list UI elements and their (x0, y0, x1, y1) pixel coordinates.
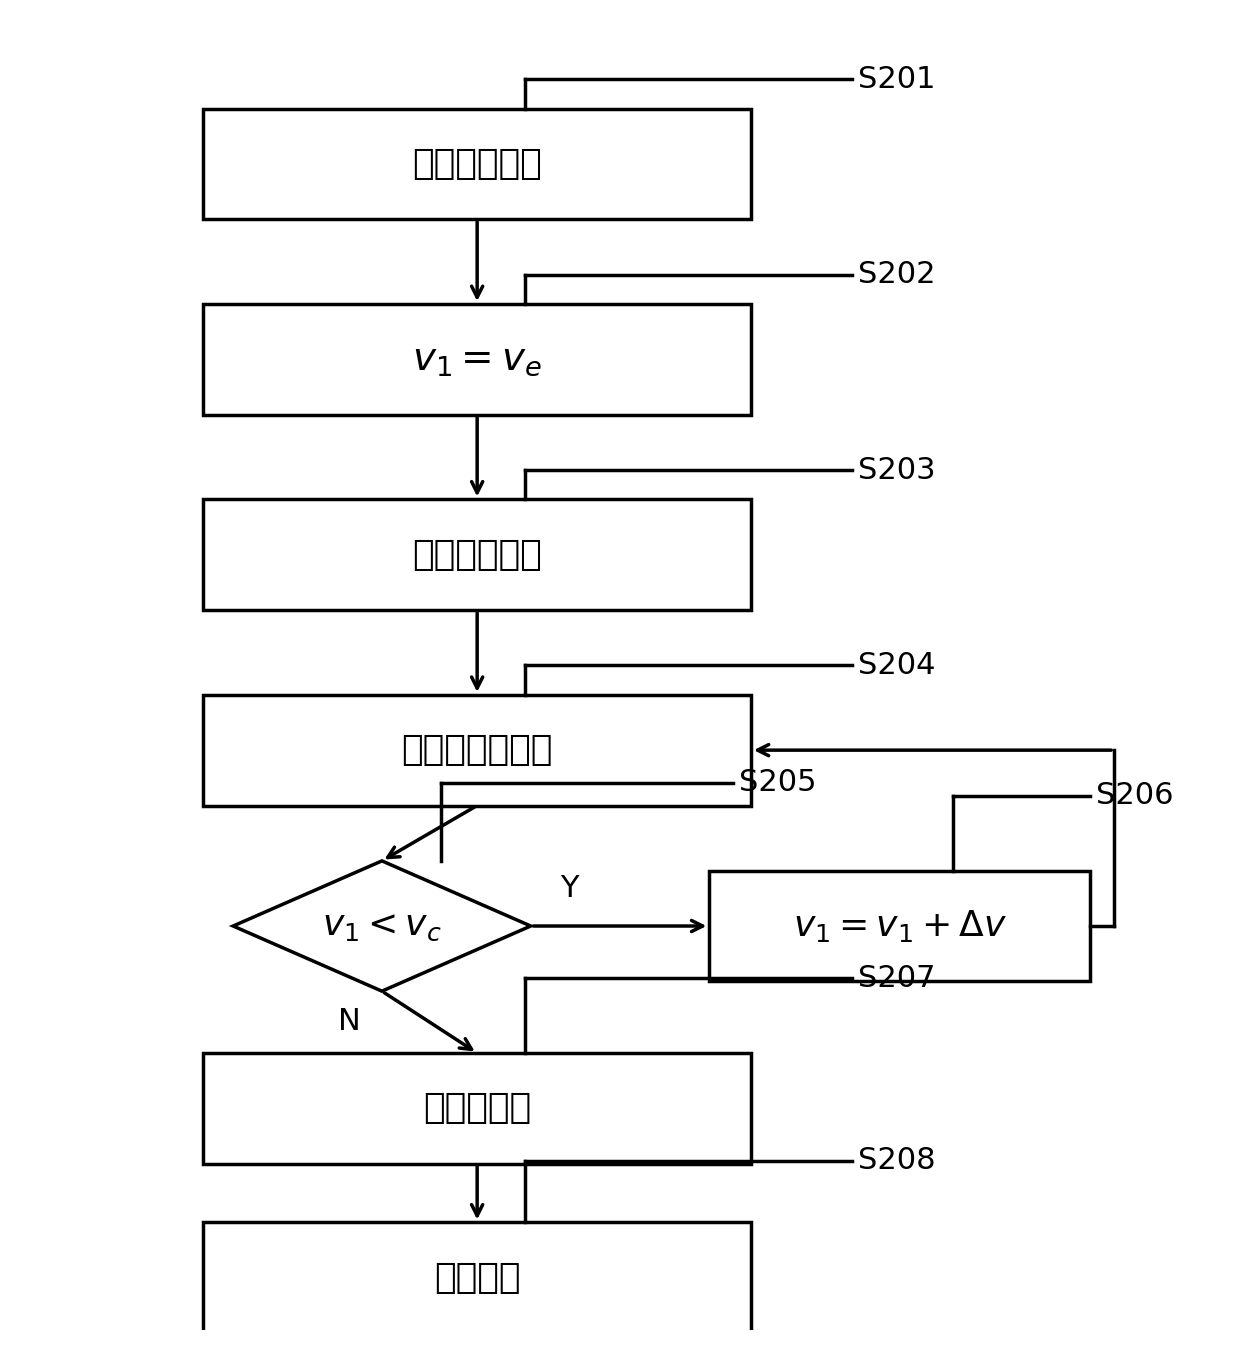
Text: S204: S204 (858, 651, 935, 680)
Text: Y: Y (560, 874, 579, 902)
FancyBboxPatch shape (203, 499, 751, 611)
FancyBboxPatch shape (709, 871, 1090, 981)
Text: S201: S201 (858, 65, 935, 94)
Text: S202: S202 (858, 261, 935, 289)
FancyBboxPatch shape (203, 1223, 751, 1333)
FancyBboxPatch shape (203, 304, 751, 415)
Text: 求解最优桨距角: 求解最优桨距角 (402, 733, 553, 767)
FancyBboxPatch shape (203, 1053, 751, 1164)
Text: 载荷控制: 载荷控制 (434, 1261, 521, 1295)
FancyBboxPatch shape (203, 695, 751, 806)
Text: 建立载荷模型: 建立载荷模型 (412, 147, 542, 180)
FancyBboxPatch shape (203, 109, 751, 220)
Text: N: N (337, 1007, 361, 1035)
Text: S207: S207 (858, 963, 935, 992)
Text: 计算叶尖速比: 计算叶尖速比 (412, 537, 542, 571)
Text: S208: S208 (858, 1147, 936, 1175)
Text: 非线性拟合: 非线性拟合 (423, 1091, 531, 1125)
Text: S203: S203 (858, 456, 936, 484)
Text: S205: S205 (739, 768, 816, 797)
Text: $\mathit{v}_1 = \mathit{v}_1 + \Delta\mathit{v}$: $\mathit{v}_1 = \mathit{v}_1 + \Delta\ma… (792, 908, 1007, 944)
Text: $\mathit{v}_1 = \mathit{v}_e$: $\mathit{v}_1 = \mathit{v}_e$ (413, 341, 542, 379)
Text: $\mathit{v}_1 < \mathit{v}_c$: $\mathit{v}_1 < \mathit{v}_c$ (322, 909, 441, 943)
Text: S206: S206 (1096, 782, 1174, 810)
Polygon shape (233, 860, 531, 991)
